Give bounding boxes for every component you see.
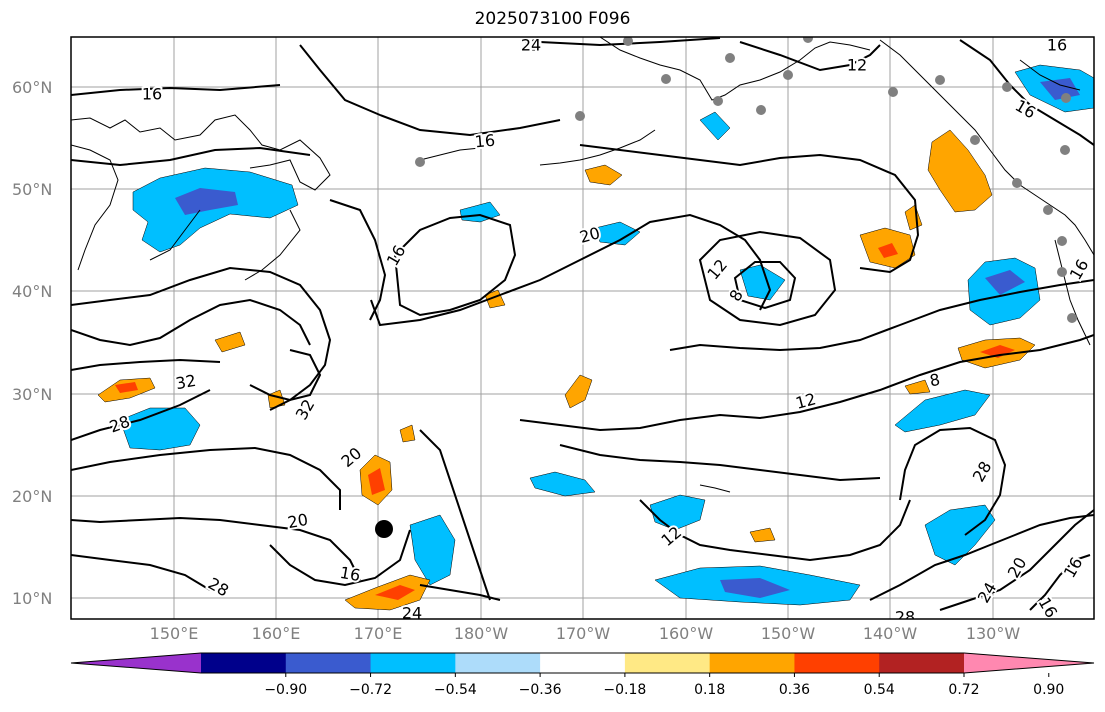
colorbar-tick-label: 0.90 bbox=[1033, 682, 1065, 698]
red-feature-e43 bbox=[878, 243, 898, 258]
colorbar-swatch bbox=[370, 653, 456, 673]
contour-label: 16 bbox=[1066, 256, 1093, 283]
colorbar-swatch bbox=[624, 653, 711, 673]
blue-feature-mid1 bbox=[594, 221, 641, 246]
lon-label: 170°W bbox=[555, 624, 611, 643]
lon-label: 180°W bbox=[453, 624, 509, 643]
colorbar-tick-label: 0.54 bbox=[863, 682, 895, 698]
contour-label: 28 bbox=[895, 608, 915, 627]
colorbar bbox=[70, 652, 1095, 677]
red-feature-south bbox=[375, 585, 415, 600]
orange-feature-mid1 bbox=[584, 164, 623, 186]
contour-label: 32 bbox=[292, 396, 319, 423]
colorbar-tick-label: −0.36 bbox=[518, 682, 562, 698]
contour-label: 24 bbox=[402, 604, 422, 623]
colorbar-tick-label: 0.18 bbox=[694, 682, 726, 698]
colorbar-tick-label: −0.90 bbox=[264, 682, 308, 698]
contour-lines bbox=[71, 37, 1094, 611]
colorbar-outline bbox=[70, 652, 1095, 674]
blue-feature-w30 bbox=[119, 407, 201, 451]
colorbar-tick-label: −0.54 bbox=[433, 682, 477, 698]
contour-label: 16 bbox=[383, 242, 410, 269]
colorbar-swatch bbox=[709, 653, 795, 673]
orange-feature-mid8 bbox=[749, 527, 776, 543]
colorbar-tick-label: 0.36 bbox=[778, 682, 811, 698]
orange-feature-mid7 bbox=[399, 424, 416, 443]
contour-label: 28 bbox=[969, 458, 996, 485]
colorbar-max-extension bbox=[964, 653, 1094, 673]
blue-feature-mid4 bbox=[649, 494, 706, 531]
contour-label: 8 bbox=[928, 370, 941, 390]
orange-feature-mid5 bbox=[904, 204, 923, 231]
map-title: 2025073100 F096 bbox=[474, 9, 631, 29]
contour-label: 32 bbox=[174, 371, 197, 393]
darkblue-feature-ne bbox=[1040, 78, 1080, 100]
contour-label: 16 bbox=[1012, 96, 1039, 123]
orange-feature-mid9 bbox=[904, 379, 931, 395]
contour-label: 24 bbox=[974, 579, 1001, 606]
map-frame bbox=[70, 36, 1095, 620]
coastlines bbox=[71, 37, 1094, 493]
contour-label: 12 bbox=[847, 56, 867, 75]
blue-feature-mid5 bbox=[739, 264, 786, 301]
orange-feature-mid3 bbox=[214, 331, 246, 353]
darkblue-feature-south bbox=[720, 578, 790, 598]
colorbar-swatch bbox=[201, 653, 287, 673]
storm-center-marker bbox=[375, 520, 393, 538]
shaded-regions bbox=[97, 64, 1094, 611]
lon-label: 170°E bbox=[353, 624, 403, 643]
lat-label: 60°N bbox=[12, 78, 53, 97]
station-dots bbox=[415, 37, 1077, 323]
contour-label: 24 bbox=[521, 36, 541, 55]
colorbar-tick-label: −0.72 bbox=[349, 682, 392, 698]
contour-label: 16 bbox=[474, 131, 496, 152]
blue-feature-mid6 bbox=[699, 111, 731, 141]
gridlines bbox=[71, 37, 1094, 619]
blue-feature-s2 bbox=[409, 514, 456, 586]
blue-feature-nw bbox=[132, 167, 299, 253]
contour-label: 16 bbox=[338, 563, 361, 585]
colorbar-swatch bbox=[540, 653, 626, 673]
lat-label: 10°N bbox=[12, 589, 53, 608]
blue-feature-e25 bbox=[894, 389, 991, 433]
blue-feature-mid3 bbox=[529, 471, 596, 497]
colorbar-tick-label: −0.18 bbox=[603, 682, 647, 698]
lat-label: 20°N bbox=[12, 487, 53, 506]
red-feature-w30 bbox=[115, 382, 138, 393]
contour-label: 16 bbox=[1047, 36, 1067, 55]
contour-label: 20 bbox=[337, 443, 365, 471]
contour-label: 12 bbox=[521, 36, 541, 55]
contour-label: 28 bbox=[205, 574, 232, 601]
lat-label: 40°N bbox=[12, 282, 53, 301]
colorbar-tick-label: 0.72 bbox=[948, 682, 980, 698]
lon-label: 150°W bbox=[760, 624, 816, 643]
blue-feature-se bbox=[924, 504, 996, 566]
colorbar-min-extension bbox=[71, 653, 201, 673]
lon-label: 160°W bbox=[658, 624, 714, 643]
contour-label: 20 bbox=[286, 510, 309, 532]
colorbar-swatch bbox=[455, 653, 541, 673]
orange-feature-ne bbox=[927, 129, 993, 213]
contour-label: 12 bbox=[703, 255, 731, 283]
darkblue-feature-e40 bbox=[985, 270, 1025, 295]
lat-label: 30°N bbox=[12, 385, 53, 404]
orange-feature-mid6 bbox=[267, 389, 286, 409]
contour-label: 20 bbox=[1004, 554, 1031, 581]
lon-label: 130°W bbox=[965, 624, 1021, 643]
orange-feature-mid2 bbox=[564, 374, 593, 409]
lat-label: 50°N bbox=[12, 180, 53, 199]
contour-label: 20 bbox=[577, 223, 602, 247]
colorbar-swatch bbox=[794, 653, 880, 673]
red-feature-20n bbox=[368, 468, 385, 495]
colorbar-swatch bbox=[285, 653, 372, 673]
darkblue-feature-nw bbox=[175, 188, 238, 215]
red-feature-e33 bbox=[980, 345, 1015, 358]
contour-label: 16 bbox=[142, 85, 162, 104]
lon-label: 140°W bbox=[862, 624, 918, 643]
lon-label: 150°E bbox=[149, 624, 199, 643]
colorbar-swatch bbox=[879, 653, 965, 673]
lon-label: 160°E bbox=[251, 624, 301, 643]
